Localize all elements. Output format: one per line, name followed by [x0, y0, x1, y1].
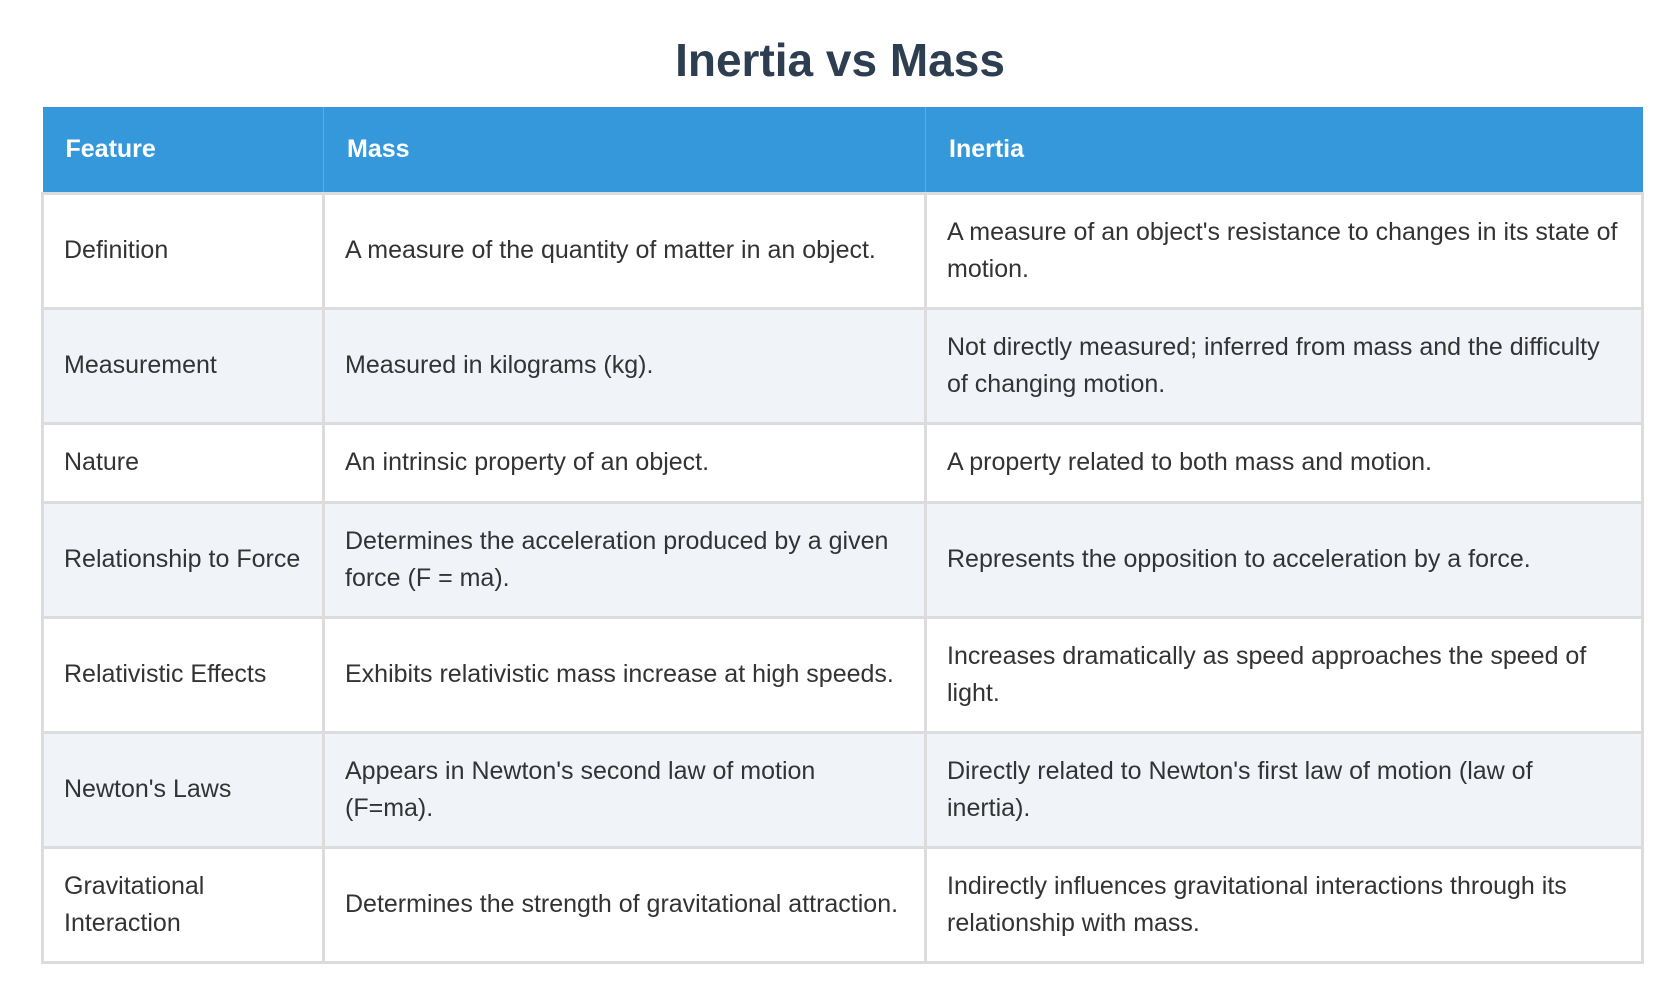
- table-row: Relativistic Effects Exhibits relativist…: [41, 615, 1644, 734]
- inertia-cell: Represents the opposition to acceleratio…: [924, 500, 1644, 619]
- mass-cell: Exhibits relativistic mass increase at h…: [322, 615, 927, 734]
- inertia-cell: A property related to both mass and moti…: [924, 421, 1644, 504]
- feature-cell: Nature: [41, 421, 325, 504]
- table-row: Gravitational Interaction Determines the…: [41, 845, 1644, 964]
- inertia-cell: Directly related to Newton's first law o…: [924, 730, 1644, 849]
- mass-cell: Measured in kilograms (kg).: [322, 306, 927, 425]
- comparison-table: Feature Mass Inertia Definition A measur…: [41, 107, 1644, 964]
- table-row: Relationship to Force Determines the acc…: [41, 500, 1644, 619]
- feature-cell: Definition: [41, 191, 325, 310]
- mass-cell: Determines the acceleration produced by …: [322, 500, 927, 619]
- feature-cell: Gravitational Interaction: [41, 845, 325, 964]
- table-row: Nature An intrinsic property of an objec…: [41, 421, 1644, 504]
- inertia-cell: Not directly measured; inferred from mas…: [924, 306, 1644, 425]
- feature-cell: Relativistic Effects: [41, 615, 325, 734]
- mass-cell: Appears in Newton's second law of motion…: [322, 730, 927, 849]
- page-title: Inertia vs Mass: [675, 34, 1005, 86]
- feature-cell: Newton's Laws: [41, 730, 325, 849]
- header-mass: Mass: [323, 107, 926, 193]
- header-inertia: Inertia: [925, 107, 1643, 193]
- header-feature: Feature: [42, 107, 324, 193]
- mass-cell: An intrinsic property of an object.: [322, 421, 927, 504]
- table-row: Definition A measure of the quantity of …: [41, 191, 1644, 310]
- mass-cell: Determines the strength of gravitational…: [322, 845, 927, 964]
- table-row: Measurement Measured in kilograms (kg). …: [41, 306, 1644, 425]
- inertia-cell: A measure of an object's resistance to c…: [924, 191, 1644, 310]
- table-header-row: Feature Mass Inertia: [42, 107, 1643, 193]
- table-row: Newton's Laws Appears in Newton's second…: [41, 730, 1644, 849]
- feature-cell: Measurement: [41, 306, 325, 425]
- inertia-cell: Indirectly influences gravitational inte…: [924, 845, 1644, 964]
- feature-cell: Relationship to Force: [41, 500, 325, 619]
- mass-cell: A measure of the quantity of matter in a…: [322, 191, 927, 310]
- inertia-cell: Increases dramatically as speed approach…: [924, 615, 1644, 734]
